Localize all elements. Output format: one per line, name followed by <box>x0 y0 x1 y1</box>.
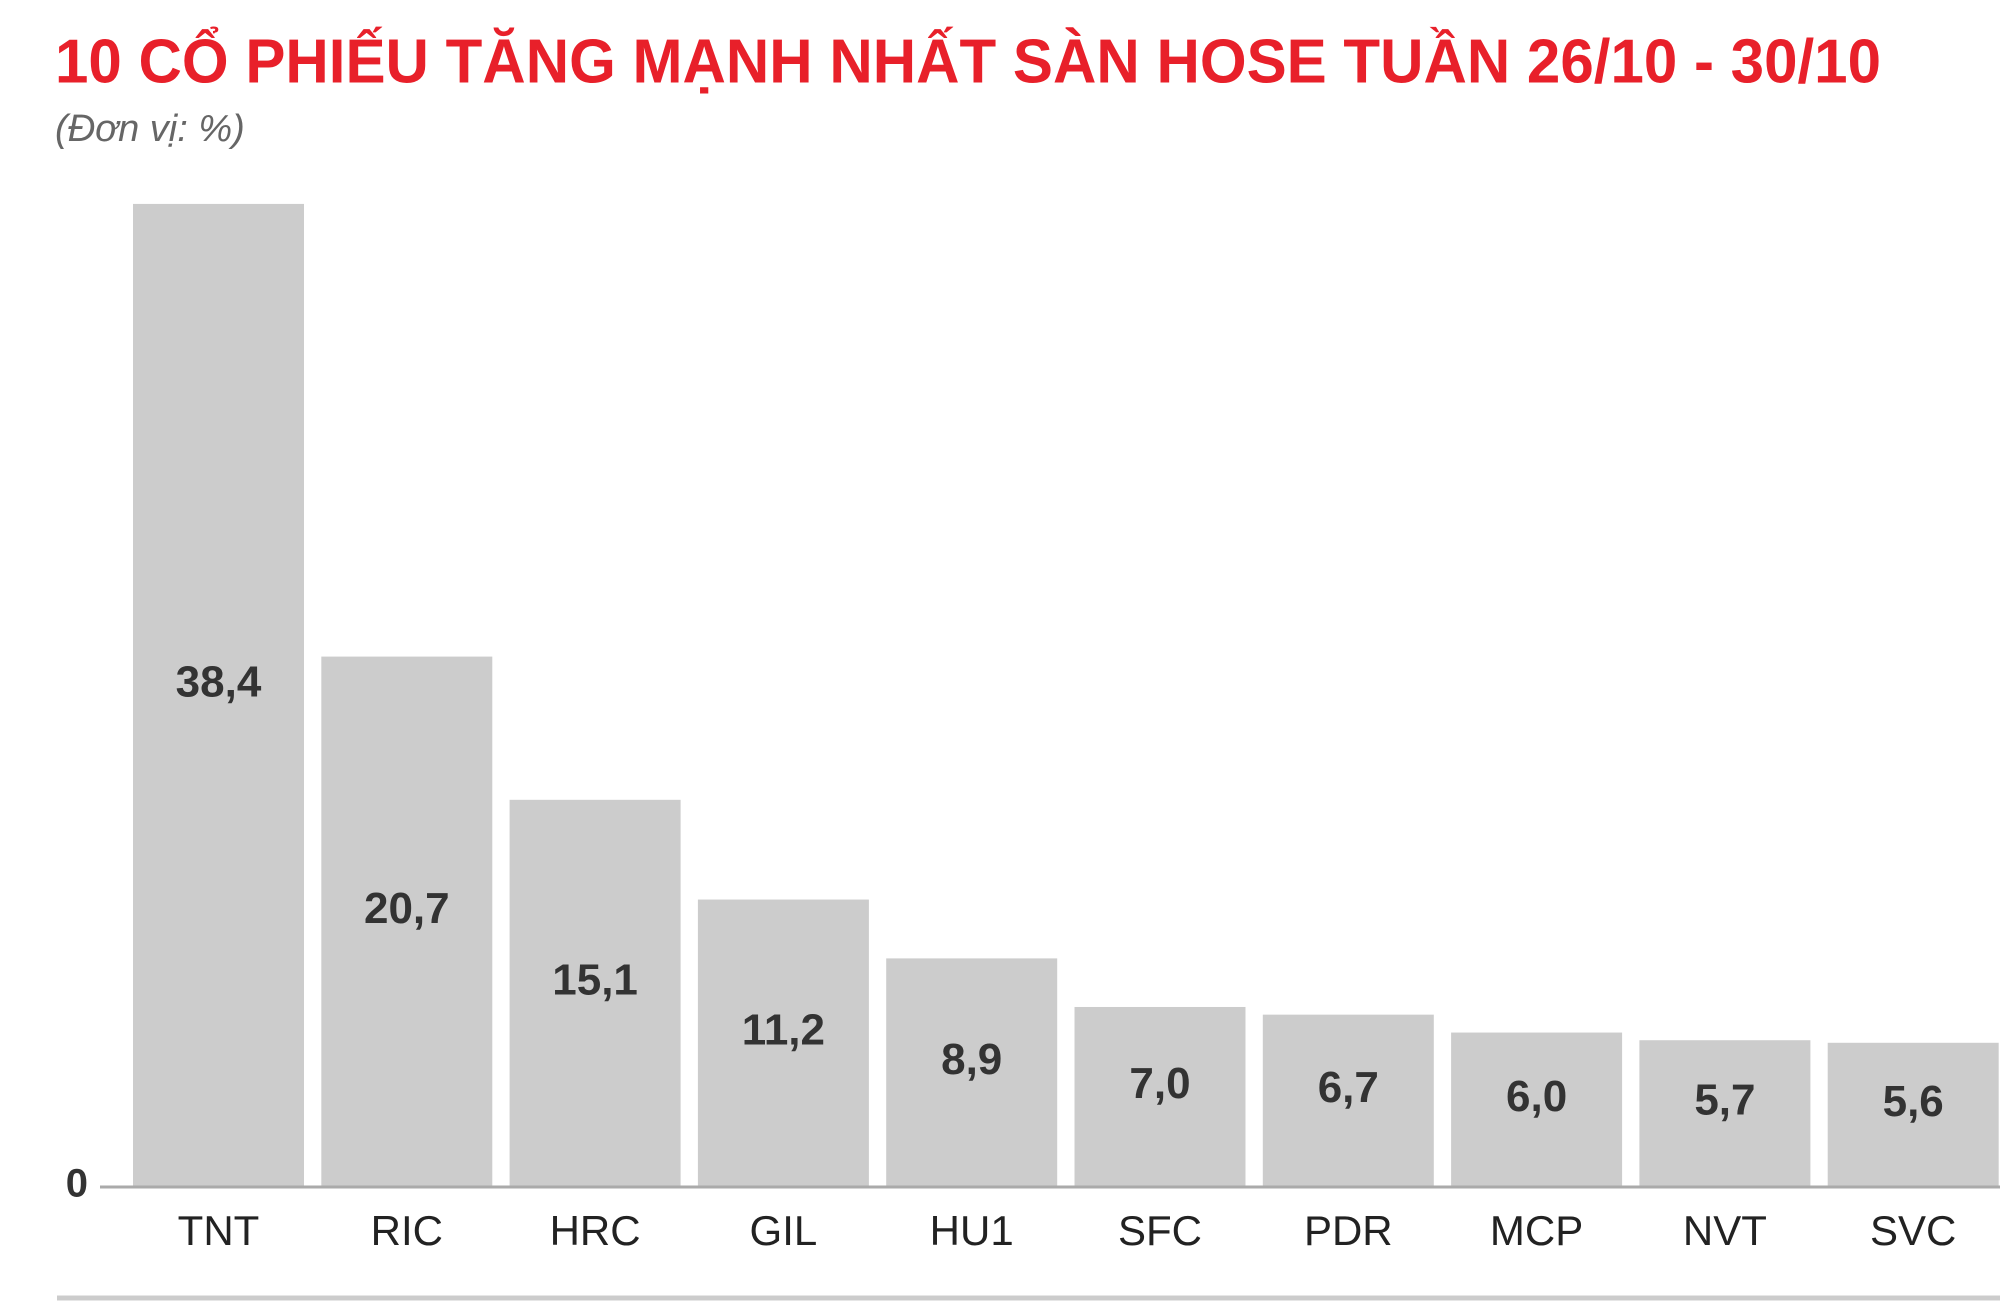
x-tick-label: TNT <box>178 1207 260 1254</box>
value-label: 7,0 <box>1129 1059 1190 1108</box>
value-label: 11,2 <box>742 1005 825 1054</box>
x-tick-label: RIC <box>371 1207 443 1254</box>
bar <box>697 899 869 1186</box>
value-label: 6,0 <box>1506 1072 1567 1121</box>
value-label: 15,1 <box>552 956 638 1005</box>
bar <box>886 958 1058 1186</box>
x-tick-label: HU1 <box>930 1207 1014 1254</box>
value-label: 5,7 <box>1694 1076 1755 1125</box>
value-label: 20,7 <box>364 884 450 933</box>
bar <box>1451 1032 1623 1186</box>
bar <box>1827 1042 1999 1186</box>
bar <box>509 799 681 1186</box>
y-tick-label: 0 <box>66 1162 88 1206</box>
x-tick-label: MCP <box>1490 1207 1583 1254</box>
value-label: 6,7 <box>1318 1063 1379 1112</box>
x-tick-label: SVC <box>1870 1207 1956 1254</box>
x-tick-label: PDR <box>1304 1207 1393 1254</box>
bar <box>1639 1040 1811 1186</box>
chart-subtitle: (Đơn vị: %) <box>55 108 245 150</box>
value-label: 8,9 <box>941 1035 1002 1084</box>
chart-title: 10 CỔ PHIẾU TĂNG MẠNH NHẤT SÀN HOSE TUẦN… <box>55 26 1881 96</box>
x-tick-label: NVT <box>1683 1207 1767 1254</box>
bar <box>1262 1014 1434 1186</box>
x-tick-label: HRC <box>550 1207 641 1254</box>
x-tick-label: SFC <box>1118 1207 1202 1254</box>
value-label: 5,6 <box>1883 1077 1944 1126</box>
bar <box>321 656 493 1186</box>
bar <box>133 203 304 1187</box>
bar <box>1074 1006 1246 1186</box>
x-tick-label: GIL <box>750 1207 818 1254</box>
value-label: 38,4 <box>176 658 262 707</box>
